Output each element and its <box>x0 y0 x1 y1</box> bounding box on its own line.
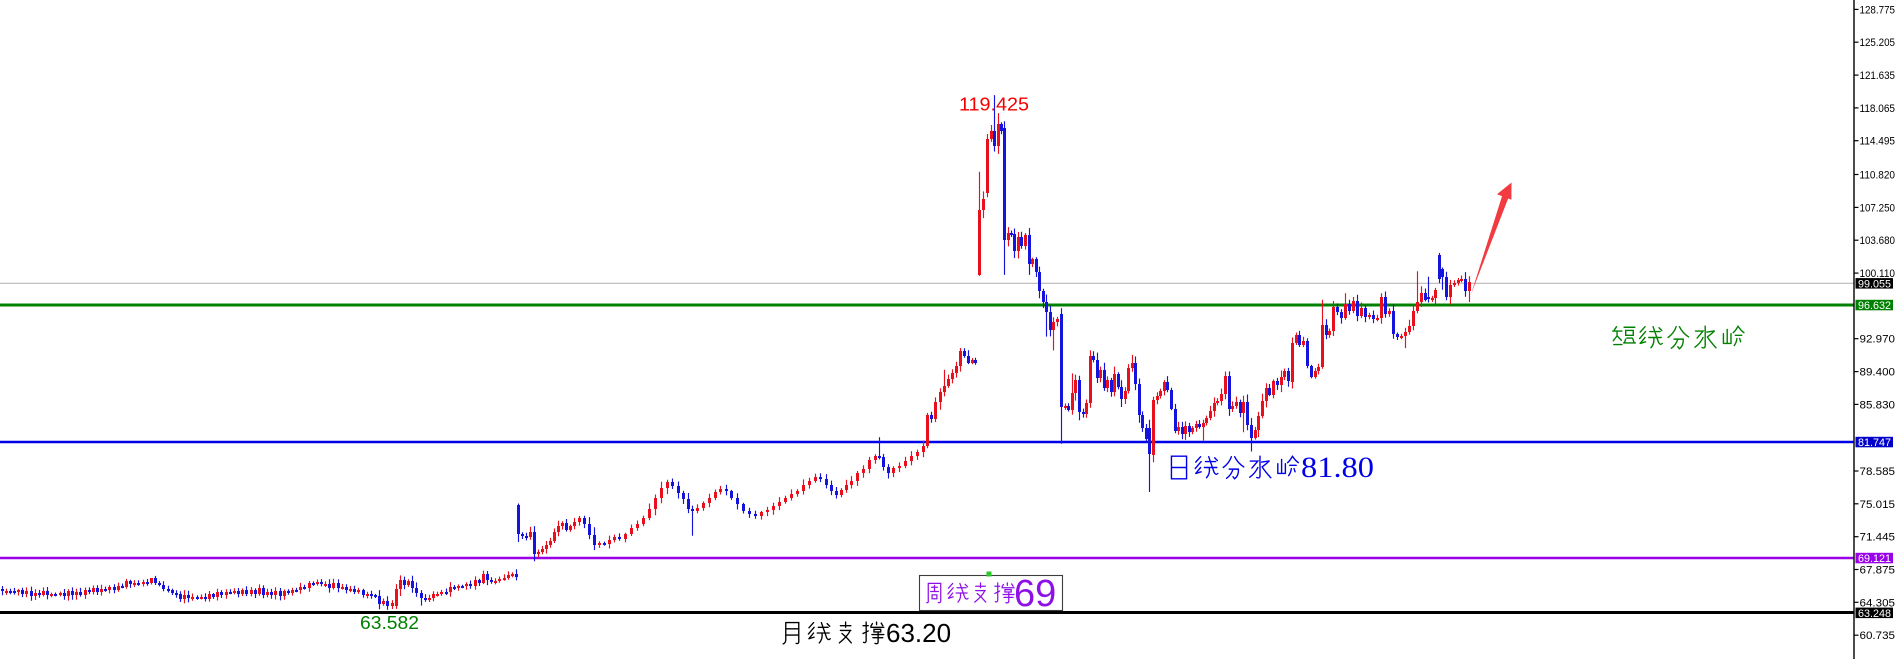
svg-text:69.121: 69.121 <box>1858 553 1891 565</box>
svg-text:85.830: 85.830 <box>1860 399 1896 411</box>
svg-text:99.055: 99.055 <box>1858 278 1891 290</box>
svg-text:118.065: 118.065 <box>1860 103 1896 115</box>
svg-text:107.250: 107.250 <box>1860 202 1896 214</box>
svg-text:100.110: 100.110 <box>1860 268 1896 280</box>
svg-text:78.585: 78.585 <box>1860 466 1896 478</box>
svg-text:81.80: 81.80 <box>1301 451 1374 484</box>
svg-text:67.875: 67.875 <box>1860 565 1896 577</box>
svg-text:119.425: 119.425 <box>959 95 1029 115</box>
svg-text:71.445: 71.445 <box>1860 532 1896 544</box>
svg-text:96.632: 96.632 <box>1858 300 1891 312</box>
svg-text:63.248: 63.248 <box>1858 608 1891 620</box>
svg-text:92.970: 92.970 <box>1860 334 1896 346</box>
svg-text:110.820: 110.820 <box>1860 170 1896 182</box>
svg-text:89.400: 89.400 <box>1860 367 1896 379</box>
svg-text:69: 69 <box>1014 573 1056 615</box>
svg-text:63.20: 63.20 <box>886 618 951 648</box>
svg-text:64.305: 64.305 <box>1860 597 1896 609</box>
svg-text:60.735: 60.735 <box>1860 630 1896 642</box>
svg-text:128.775: 128.775 <box>1860 4 1896 16</box>
svg-text:125.205: 125.205 <box>1860 37 1896 49</box>
svg-text:81.747: 81.747 <box>1858 437 1891 449</box>
svg-text:75.015: 75.015 <box>1860 499 1896 511</box>
svg-text:121.635: 121.635 <box>1860 70 1896 82</box>
svg-text:114.495: 114.495 <box>1860 136 1896 148</box>
svg-text:63.582: 63.582 <box>360 613 419 633</box>
svg-text:103.680: 103.680 <box>1860 235 1896 247</box>
